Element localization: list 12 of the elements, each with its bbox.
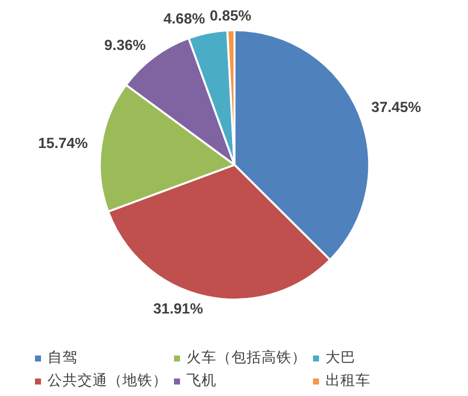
legend-label: 飞机 — [186, 372, 218, 390]
legend-label: 火车（包括高铁） — [186, 348, 306, 367]
data-label: 9.36% — [104, 38, 146, 54]
data-label: 37.45% — [371, 100, 422, 116]
data-label: 31.91% — [153, 302, 204, 318]
legend-label: 大巴 — [326, 349, 356, 367]
data-label: 15.74% — [38, 136, 88, 152]
data-label: 0.85% — [210, 8, 252, 25]
legend-label: 公共交通（地铁） — [48, 372, 168, 390]
data-label: 4.68% — [163, 12, 206, 28]
legend-label: 自驾 — [48, 349, 78, 367]
legend-label: 出租车 — [326, 372, 372, 390]
